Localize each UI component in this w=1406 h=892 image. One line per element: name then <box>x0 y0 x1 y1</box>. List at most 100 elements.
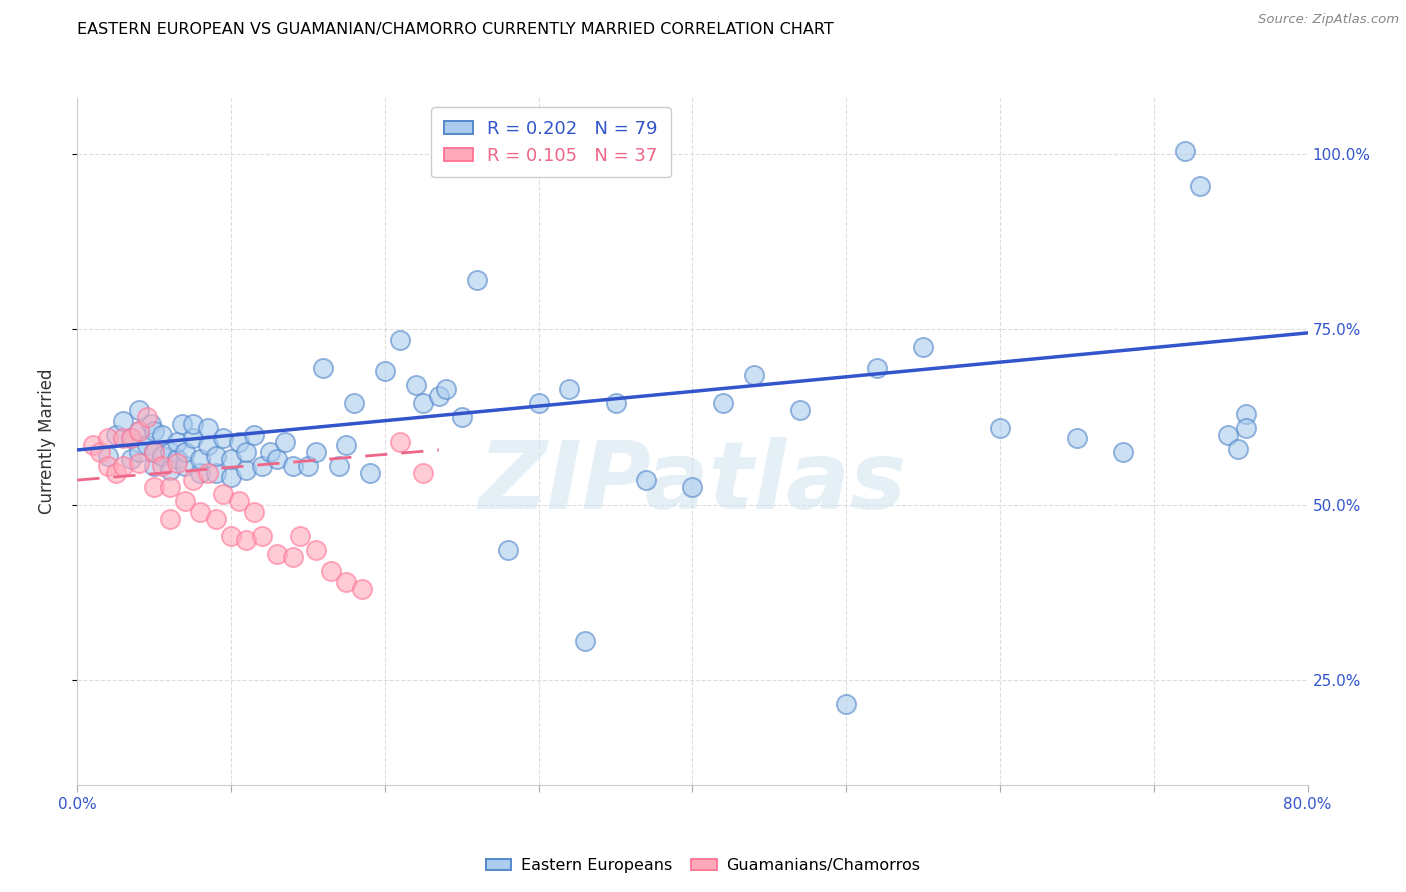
Point <box>112 431 135 445</box>
Legend: R = 0.202   N = 79, R = 0.105   N = 37: R = 0.202 N = 79, R = 0.105 N = 37 <box>432 107 671 178</box>
Point <box>143 445 166 459</box>
Point <box>204 449 226 463</box>
Point <box>188 466 212 480</box>
Point <box>219 529 242 543</box>
Point <box>143 424 166 438</box>
Point <box>319 564 342 578</box>
Point <box>159 462 181 476</box>
Text: Source: ZipAtlas.com: Source: ZipAtlas.com <box>1258 13 1399 27</box>
Point <box>197 466 219 480</box>
Point <box>742 368 765 382</box>
Point <box>104 427 127 442</box>
Point <box>197 420 219 434</box>
Point <box>128 456 150 470</box>
Point <box>243 427 266 442</box>
Point <box>866 361 889 376</box>
Point <box>1112 445 1135 459</box>
Point <box>335 574 357 589</box>
Point <box>174 445 197 459</box>
Point <box>212 431 235 445</box>
Point <box>181 473 204 487</box>
Point <box>436 382 458 396</box>
Point <box>496 543 519 558</box>
Point <box>835 698 858 712</box>
Point <box>235 533 257 547</box>
Point <box>150 427 173 442</box>
Point <box>181 417 204 431</box>
Point <box>212 487 235 501</box>
Point <box>427 389 450 403</box>
Point <box>141 417 163 431</box>
Point <box>266 547 288 561</box>
Point <box>128 424 150 438</box>
Point <box>374 364 396 378</box>
Point <box>527 396 550 410</box>
Point <box>465 273 488 287</box>
Point <box>350 582 373 596</box>
Point <box>305 543 328 558</box>
Point <box>912 340 935 354</box>
Point <box>120 452 142 467</box>
Point <box>128 424 150 438</box>
Point <box>1188 178 1211 193</box>
Point <box>228 434 250 449</box>
Point <box>359 466 381 480</box>
Y-axis label: Currently Married: Currently Married <box>38 368 56 515</box>
Point <box>97 431 120 445</box>
Point <box>219 469 242 483</box>
Point <box>235 462 257 476</box>
Point <box>120 431 142 445</box>
Point <box>150 449 173 463</box>
Point <box>181 431 204 445</box>
Point <box>128 445 150 459</box>
Point <box>219 452 242 467</box>
Point <box>558 382 581 396</box>
Point <box>89 445 111 459</box>
Point <box>228 494 250 508</box>
Point <box>204 466 226 480</box>
Point <box>259 445 281 459</box>
Point <box>343 396 366 410</box>
Point <box>159 445 181 459</box>
Point <box>789 403 811 417</box>
Point <box>135 438 157 452</box>
Point <box>112 413 135 427</box>
Point <box>112 458 135 473</box>
Point <box>159 480 181 494</box>
Point <box>1234 407 1257 421</box>
Point <box>274 434 297 449</box>
Point <box>143 458 166 473</box>
Point <box>174 494 197 508</box>
Point <box>166 452 188 467</box>
Point <box>235 445 257 459</box>
Point <box>305 445 328 459</box>
Point <box>128 403 150 417</box>
Point <box>204 511 226 525</box>
Point <box>1216 427 1239 442</box>
Point <box>166 434 188 449</box>
Point <box>328 458 350 473</box>
Point <box>450 410 472 425</box>
Point <box>389 333 412 347</box>
Point <box>166 456 188 470</box>
Point <box>250 458 273 473</box>
Text: ZIPatlas: ZIPatlas <box>478 437 907 529</box>
Point <box>197 438 219 452</box>
Point <box>82 438 104 452</box>
Point <box>188 505 212 519</box>
Point <box>143 480 166 494</box>
Point <box>266 452 288 467</box>
Point <box>281 550 304 565</box>
Point <box>412 466 434 480</box>
Point <box>104 466 127 480</box>
Point <box>988 420 1011 434</box>
Point <box>1227 442 1250 456</box>
Point <box>312 361 335 376</box>
Point <box>243 505 266 519</box>
Point <box>159 511 181 525</box>
Point <box>1234 420 1257 434</box>
Point <box>290 529 312 543</box>
Point <box>682 480 704 494</box>
Point <box>150 458 173 473</box>
Point <box>170 417 193 431</box>
